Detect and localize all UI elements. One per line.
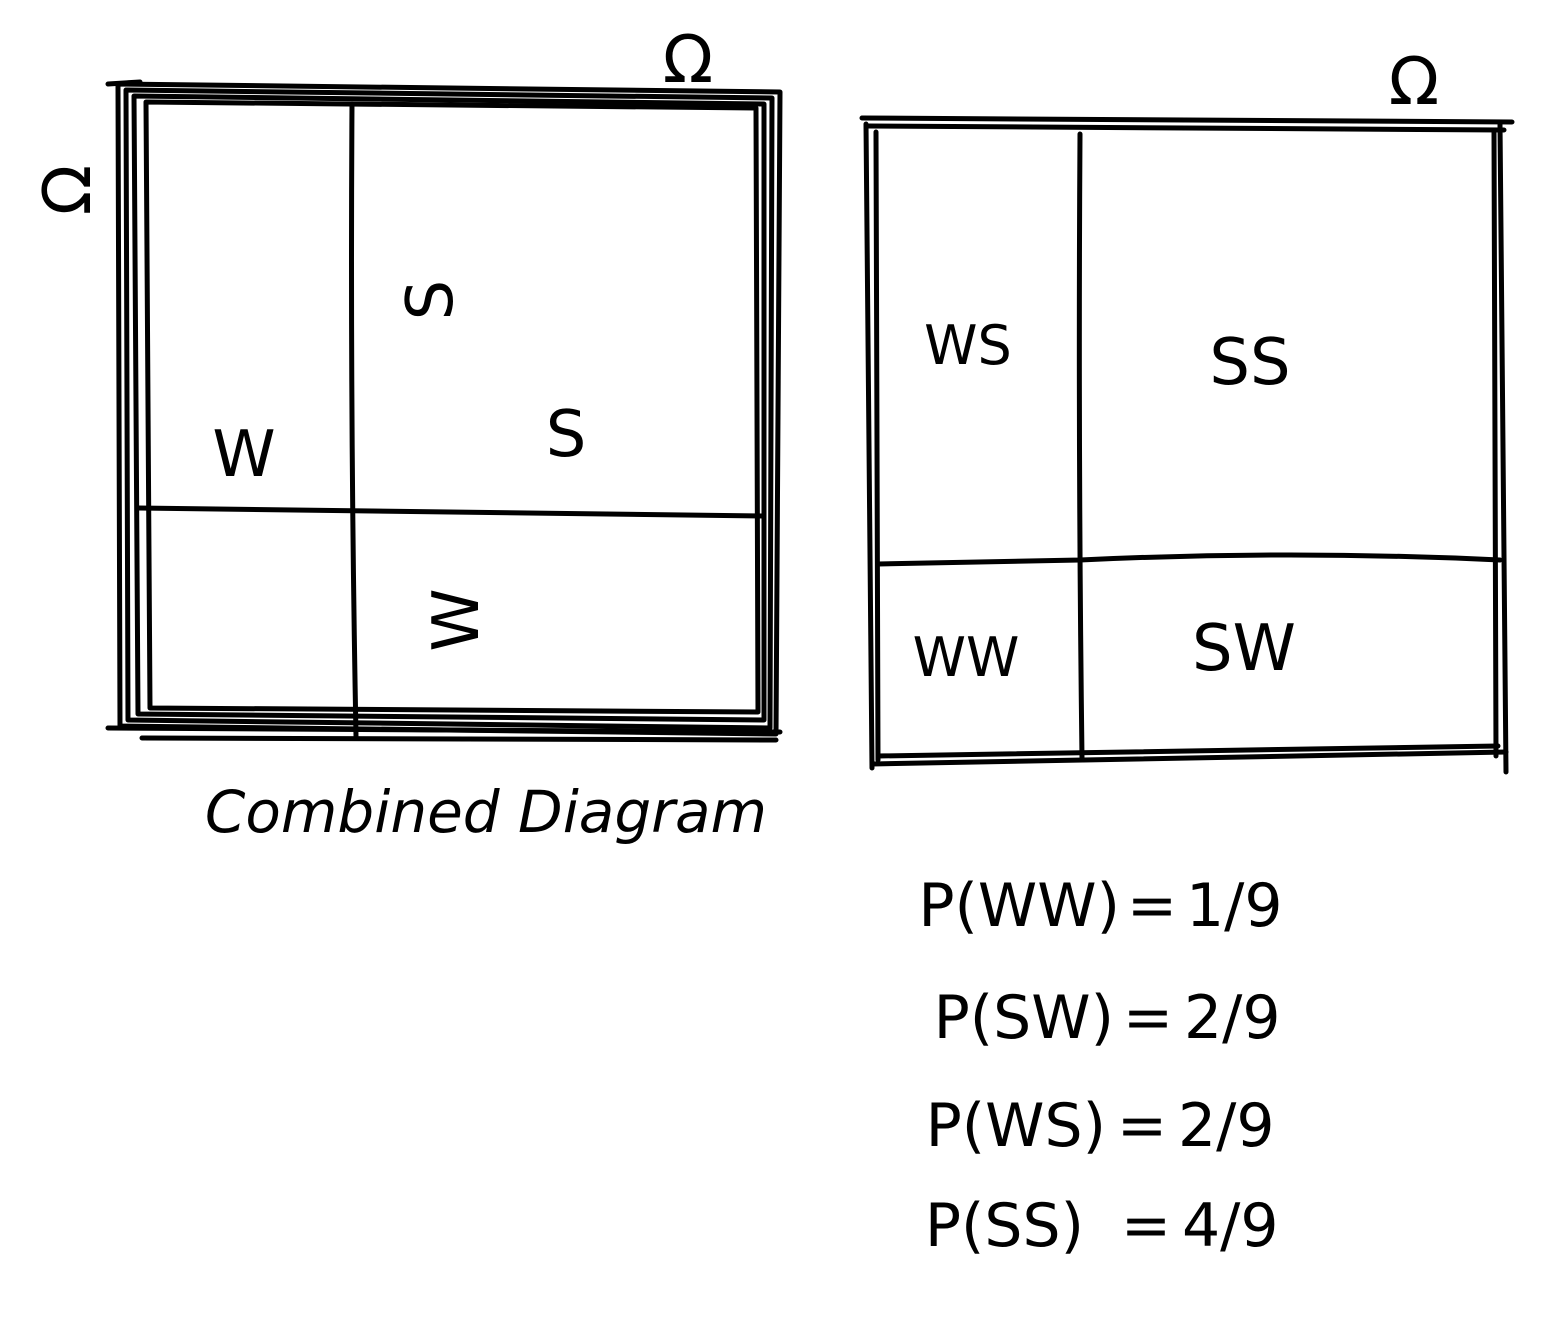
combined-vertical-divider: [349, 101, 359, 739]
combined-horizontal-divider: [135, 505, 767, 519]
equation-sw-rhs: 2/9: [1184, 983, 1281, 1053]
outcome-omega-top: Ω: [1389, 43, 1439, 120]
equation-ww-lhs: P(WW): [918, 871, 1120, 941]
combined-label-rotated-s: S: [394, 280, 468, 321]
outcome-cell-ss: SS: [1209, 326, 1290, 400]
equation-ws-lhs: P(WS): [926, 1091, 1106, 1161]
equation-ss: P(SS) = 4/9: [925, 1191, 1279, 1261]
outcome-diagram-frame: [859, 115, 1515, 775]
outcome-cell-sw: SW: [1192, 612, 1296, 686]
combined-label-w: W: [212, 418, 275, 492]
combined-omega-left: Ω: [29, 165, 106, 215]
outcome-cell-ws: WS: [924, 314, 1012, 377]
combined-label-rotated-w: W: [420, 588, 494, 651]
outcome-horizontal-divider: [875, 552, 1503, 567]
outcome-cell-ww: WW: [913, 626, 1020, 689]
equation-ws: P(WS) = 2/9: [926, 1091, 1275, 1161]
equation-ss-rhs: 4/9: [1182, 1191, 1279, 1261]
equation-ww: P(WW) = 1/9: [918, 871, 1282, 941]
equation-sw-eq: =: [1123, 983, 1173, 1053]
equation-ws-eq: =: [1117, 1091, 1167, 1161]
outcome-diagram: Ω WS SS WW SW: [859, 43, 1515, 775]
equation-sw: P(SW) = 2/9: [934, 983, 1281, 1053]
equation-ww-rhs: 1/9: [1186, 871, 1283, 941]
equation-ww-eq: =: [1127, 871, 1177, 941]
equation-sw-lhs: P(SW): [934, 983, 1114, 1053]
combined-diagram-caption: Combined Diagram: [205, 778, 767, 846]
equation-ws-rhs: 2/9: [1178, 1091, 1275, 1161]
combined-omega-top: Ω: [663, 21, 713, 98]
equation-ss-eq: =: [1121, 1191, 1171, 1261]
combined-label-s: S: [546, 398, 587, 472]
probability-equations: P(WW) = 1/9 P(SW) = 2/9 P(WS) = 2/9 P(SS…: [918, 871, 1282, 1261]
equation-ss-lhs: P(SS): [925, 1191, 1084, 1261]
combined-diagram: Ω Ω W S S W Combined Diagram: [29, 21, 783, 846]
outcome-vertical-divider: [1076, 131, 1085, 761]
